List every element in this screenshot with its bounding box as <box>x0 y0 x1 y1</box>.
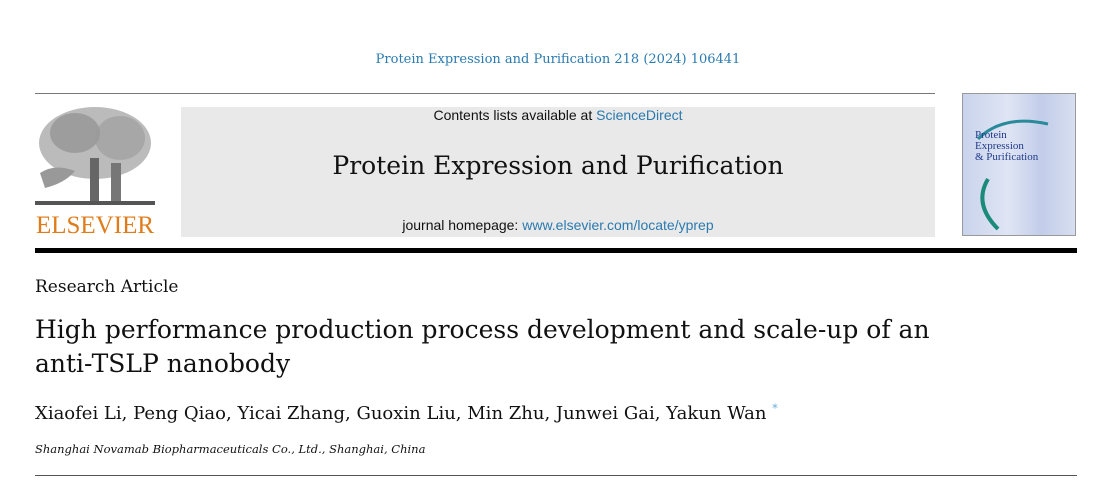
journal-citation[interactable]: Protein Expression and Purification 218 … <box>375 52 741 67</box>
affiliation: Shanghai Novamab Biopharmaceuticals Co.,… <box>35 442 426 456</box>
author[interactable]: Peng Qiao <box>133 403 226 424</box>
divider <box>35 475 1077 476</box>
author[interactable]: Xiaofei Li <box>35 403 122 424</box>
homepage-label: journal homepage: <box>402 217 523 233</box>
elsevier-wordmark: ELSEVIER <box>35 212 155 239</box>
cover-title: Protein Expression & Purification <box>975 129 1039 163</box>
author[interactable]: Yakun Wan <box>666 403 767 424</box>
contents-line: Contents lists available at ScienceDirec… <box>181 107 935 123</box>
author[interactable]: Min Zhu <box>467 403 545 424</box>
contents-label: Contents lists available at <box>433 107 597 123</box>
journal-title: Protein Expression and Purification <box>332 151 784 180</box>
article-title: High performance production process deve… <box>35 315 930 378</box>
journal-header-box: Contents lists available at ScienceDirec… <box>181 107 935 237</box>
homepage-line: journal homepage: www.elsevier.com/locat… <box>181 217 935 233</box>
divider <box>35 93 935 94</box>
author-list: Xiaofei Li, Peng Qiao, Yicai Zhang, Guox… <box>35 402 778 424</box>
elsevier-tree-logo <box>35 107 155 205</box>
sciencedirect-link[interactable]: ScienceDirect <box>596 107 683 123</box>
thick-divider <box>35 248 1077 253</box>
cover-arc-graphic <box>976 119 1049 231</box>
homepage-link[interactable]: www.elsevier.com/locate/yprep <box>522 217 714 233</box>
author[interactable]: Junwei Gai <box>555 403 655 424</box>
author[interactable]: Yicai Zhang <box>237 403 345 424</box>
journal-cover[interactable]: Protein Expression & Purification <box>962 93 1076 236</box>
author[interactable]: Guoxin Liu <box>356 403 456 424</box>
article-type: Research Article <box>35 277 179 297</box>
corresponding-author-mark[interactable]: * <box>772 402 778 415</box>
